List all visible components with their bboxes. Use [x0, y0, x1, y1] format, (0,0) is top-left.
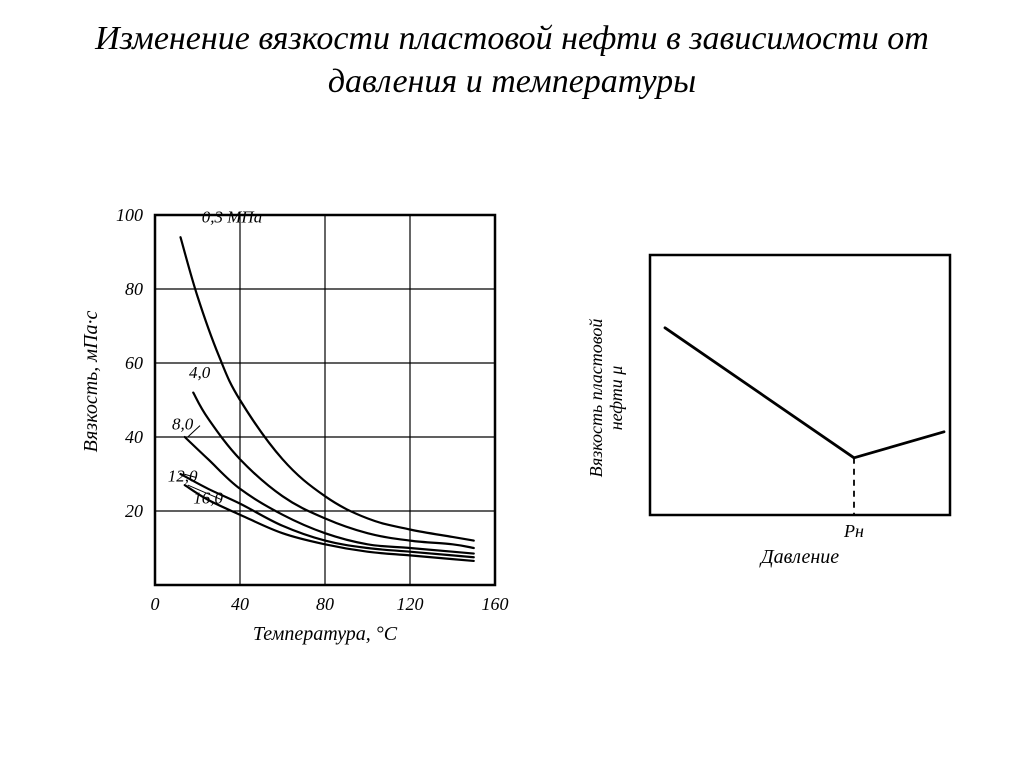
curve-label: 8,0 — [172, 415, 194, 434]
x-axis-label: Давление — [759, 546, 839, 568]
curve-down — [665, 328, 854, 458]
svg-text:0: 0 — [151, 594, 160, 614]
svg-text:120: 120 — [397, 594, 424, 614]
chart-area: 0 40 80 120 160 20 40 60 80 100 Температура, °С Вяз… — [60, 195, 984, 728]
curve-label: 12,0 — [168, 466, 198, 485]
y-axis-label: Вязкость пластовойнефти μ — [586, 319, 626, 478]
curve-label: 4,0 — [189, 363, 211, 382]
svg-text:Вязкость, мПа·с: Вязкость, мПа·с — [80, 311, 102, 453]
curve-label: 0,3 МПа — [202, 207, 262, 226]
curve-8,0 — [185, 437, 474, 554]
svg-text:40: 40 — [231, 594, 249, 614]
svg-text:100: 100 — [116, 205, 143, 225]
curve-4,0 — [193, 393, 474, 548]
slide: Изменение вязкости пластовой нефти в зав… — [0, 0, 1024, 768]
viscosity-vs-temperature-chart: 0 40 80 120 160 20 40 60 80 100 Температура, °С Вяз… — [60, 185, 530, 665]
svg-text:80: 80 — [125, 279, 143, 299]
svg-text:20: 20 — [125, 501, 143, 521]
svg-text:40: 40 — [125, 427, 143, 447]
svg-text:80: 80 — [316, 594, 334, 614]
viscosity-vs-pressure-chart: PнДавление Вязкость пластовойнефти μ — [560, 235, 980, 615]
curve-up — [854, 432, 944, 458]
slide-title: Изменение вязкости пластовой нефти в зав… — [0, 18, 1024, 103]
svg-text:160: 160 — [482, 594, 509, 614]
curve-0,3 — [181, 237, 474, 540]
svg-text:Температура, °С: Температура, °С — [253, 623, 398, 645]
svg-text:60: 60 — [125, 353, 143, 373]
marker-label: Pн — [843, 521, 864, 541]
